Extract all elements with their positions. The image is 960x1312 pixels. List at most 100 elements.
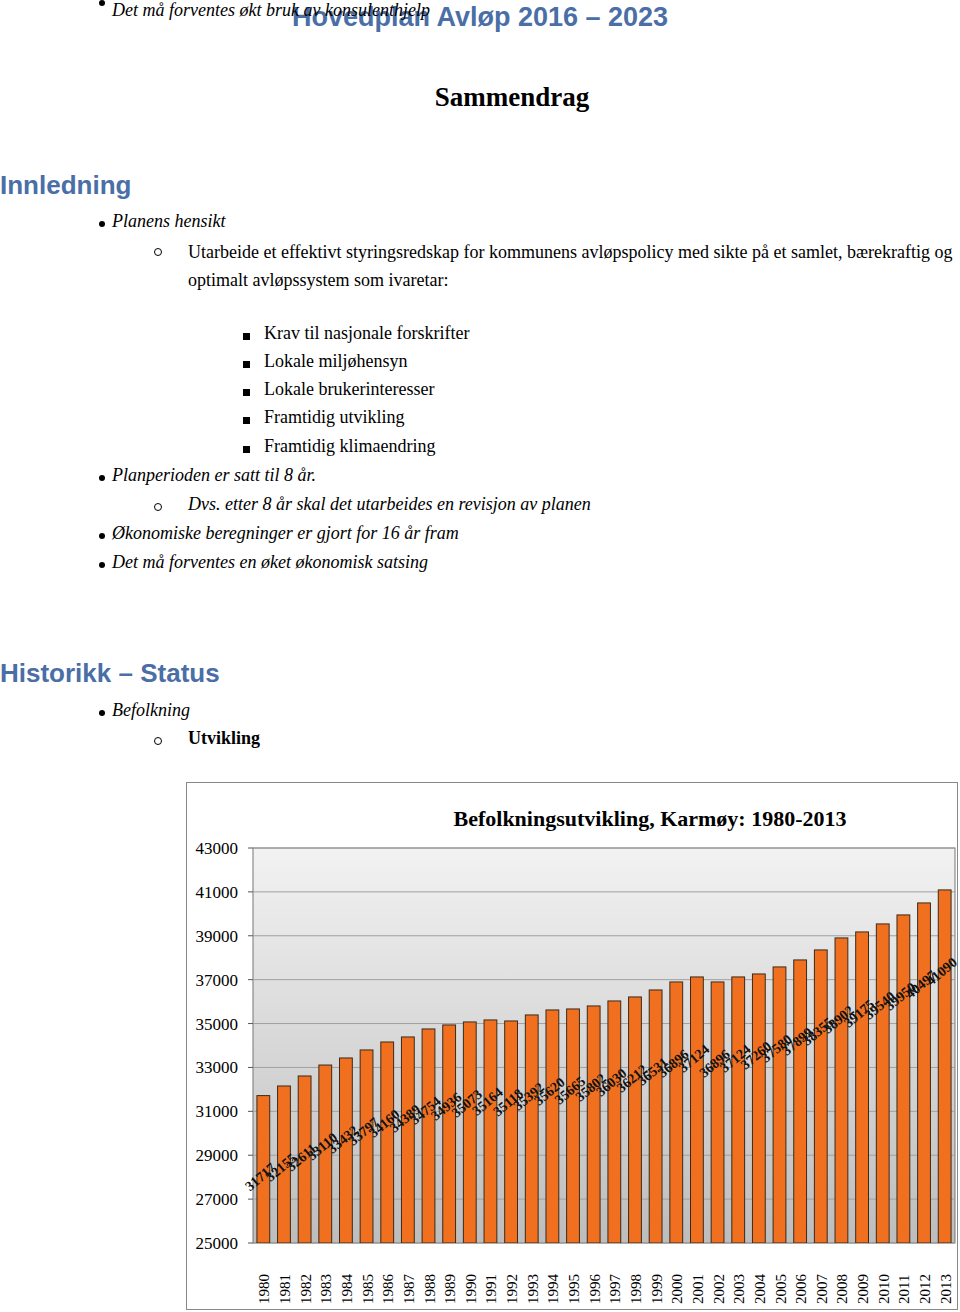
x-tick-label: 2007: [814, 1274, 830, 1305]
bar: [773, 967, 786, 1243]
bullet-marker: [99, 0, 105, 6]
y-tick-label: 41000: [196, 883, 239, 902]
y-tick-label: 37000: [196, 971, 239, 990]
y-tick-label: 43000: [196, 839, 239, 858]
list-item: Det må forventes økt bruk av konsulenthj…: [112, 0, 430, 21]
bars: [257, 890, 951, 1243]
tick-mark: [248, 891, 253, 892]
bullet-marker: [243, 446, 250, 453]
chart-title: Befolkningsutvikling, Karmøy: 1980-2013: [454, 806, 847, 831]
bar: [732, 977, 745, 1243]
x-tick-label: 2011: [896, 1275, 912, 1304]
list-item: Befolkning: [112, 700, 190, 721]
y-tick-label: 29000: [196, 1146, 239, 1165]
x-tick-label: 2003: [731, 1274, 747, 1304]
bar: [897, 915, 910, 1243]
x-tick-label: 1994: [545, 1274, 561, 1305]
bar: [629, 997, 642, 1243]
section-heading: Innledning: [0, 170, 131, 201]
grid-line: [253, 979, 955, 980]
bullet-marker: [154, 503, 162, 511]
list-item: Krav til nasjonale forskrifter: [264, 323, 469, 344]
bar: [856, 932, 869, 1243]
x-tick-label: 1992: [504, 1274, 520, 1304]
x-tick-label: 1983: [318, 1274, 334, 1304]
bullet-marker: [243, 361, 250, 368]
list-item: Utvikling: [188, 728, 260, 749]
list-item: Det må forventes en øket økonomisk satsi…: [112, 552, 428, 573]
bar: [525, 1015, 538, 1243]
grid-line: [253, 891, 955, 892]
grid-line: [253, 1155, 955, 1156]
x-tick-label: 1989: [442, 1274, 458, 1304]
x-tick-label: 2009: [855, 1274, 871, 1304]
bullet-marker: [99, 562, 105, 568]
x-tick-label: 1982: [298, 1274, 314, 1304]
bullet-marker: [243, 417, 250, 424]
bar: [835, 938, 848, 1243]
plot-area: [253, 848, 955, 1243]
bar: [422, 1029, 435, 1243]
grid-line: [253, 1243, 955, 1244]
bar: [794, 960, 807, 1243]
x-tick-label: 1980: [256, 1274, 272, 1304]
bar: [587, 1006, 600, 1243]
x-tick-label: 1987: [401, 1274, 417, 1305]
x-tick-label: 2001: [690, 1274, 706, 1304]
bar: [649, 990, 662, 1243]
bar: [608, 1001, 621, 1243]
x-tick-label: 1981: [277, 1274, 293, 1304]
list-item: Utarbeide et effektivt styringsredskap f…: [188, 238, 953, 294]
x-tick-label: 1990: [463, 1274, 479, 1304]
x-tick-label: 2000: [669, 1274, 685, 1304]
tick-mark: [248, 848, 253, 849]
x-tick-label: 2005: [773, 1274, 789, 1304]
bar: [443, 1025, 456, 1243]
tick-mark: [248, 1155, 253, 1156]
tick-mark: [248, 1023, 253, 1024]
bullet-marker: [99, 221, 105, 227]
bullet-marker: [99, 533, 105, 539]
tick-mark: [248, 1111, 253, 1112]
list-item: Lokale miljøhensyn: [264, 351, 407, 372]
tick-mark: [248, 1243, 253, 1244]
list-item: Lokale brukerinteresser: [264, 379, 434, 400]
y-tick-label: 35000: [196, 1015, 239, 1034]
bullet-marker: [154, 737, 162, 745]
bar: [691, 977, 704, 1243]
list-item: Dvs. etter 8 år skal det utarbeides en r…: [188, 494, 591, 515]
bar: [670, 982, 683, 1243]
grid-line: [253, 935, 955, 936]
x-tick-label: 1986: [380, 1274, 396, 1305]
x-tick-label: 2006: [793, 1274, 809, 1305]
x-tick-label: 2002: [711, 1274, 727, 1304]
grid-line: [253, 1199, 955, 1200]
chart-frame: [187, 783, 958, 1310]
bullet-marker: [99, 710, 105, 716]
bar: [876, 924, 889, 1243]
tick-mark: [248, 1199, 253, 1200]
list-item: Planens hensikt: [112, 211, 225, 232]
bullet-marker: [99, 475, 105, 481]
x-tick-label: 1988: [422, 1274, 438, 1304]
bar: [484, 1020, 497, 1243]
x-tick-label: 2008: [834, 1274, 850, 1304]
list-item: Framtidig utvikling: [264, 407, 405, 428]
x-tick-label: 1993: [525, 1274, 541, 1304]
bar: [381, 1042, 394, 1243]
list-item: Økonomiske beregninger er gjort for 16 å…: [112, 523, 459, 544]
y-tick-label: 31000: [196, 1102, 239, 1121]
bullet-marker: [243, 389, 250, 396]
grid-line: [253, 848, 955, 849]
x-tick-label: 2010: [876, 1274, 892, 1304]
x-tick-label: 1997: [607, 1274, 623, 1305]
tick-mark: [248, 1067, 253, 1068]
bar: [360, 1050, 373, 1243]
grid-line: [253, 1111, 955, 1112]
section-heading: Historikk – Status: [0, 658, 220, 689]
y-tick-label: 27000: [196, 1190, 239, 1209]
bullet-marker: [154, 248, 162, 256]
tick-mark: [248, 979, 253, 980]
grid-line: [253, 1067, 955, 1068]
bar: [505, 1021, 518, 1243]
